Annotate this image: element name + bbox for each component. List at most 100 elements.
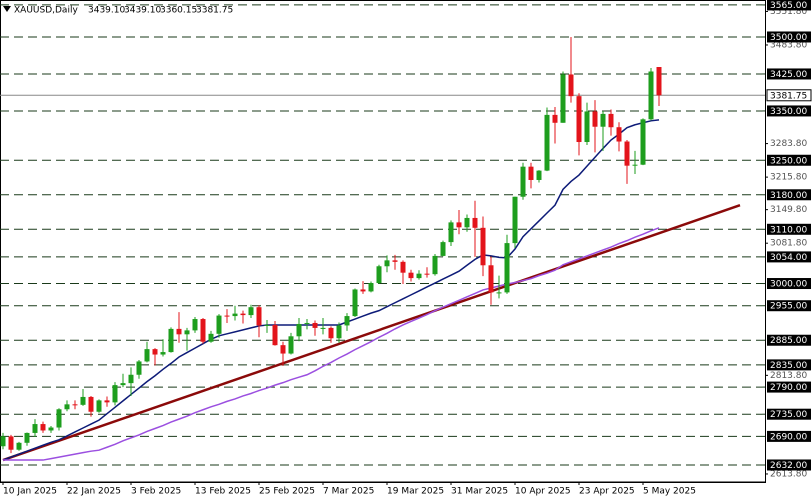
level-box — [767, 381, 811, 393]
y-tick-label: 3081.80 — [770, 239, 807, 249]
header-open: 3439.10 — [88, 6, 125, 16]
candle-body — [56, 409, 62, 428]
x-tick-label: 19 Mar 2025 — [387, 487, 444, 497]
header-symbol: XAUUSD,Daily — [14, 6, 78, 16]
candle-body — [632, 164, 638, 166]
moving-average — [3, 227, 660, 461]
candle-body — [504, 243, 510, 293]
x-tick-label: 10 Apr 2025 — [515, 487, 571, 497]
level-label: 3500.00 — [770, 33, 807, 43]
candle-body — [64, 404, 70, 410]
candle-body — [344, 316, 350, 326]
level-label: 3000.00 — [770, 280, 807, 290]
candle-body — [656, 67, 662, 96]
candle-body — [200, 319, 206, 342]
candle-body — [328, 327, 334, 339]
candle-body — [616, 127, 622, 142]
candle-body — [384, 260, 390, 267]
level-box — [767, 189, 811, 201]
level-box — [767, 105, 811, 117]
candle-body — [440, 242, 446, 256]
x-tick-label: 31 Mar 2025 — [451, 487, 508, 497]
candle-body — [520, 166, 526, 197]
candle-body — [336, 325, 342, 339]
current-price-box — [766, 89, 812, 102]
y-tick-label: 3283.80 — [770, 139, 807, 149]
level-box — [767, 154, 811, 166]
candle-body — [496, 292, 502, 294]
candle-body — [184, 330, 190, 335]
candle-body — [0, 436, 6, 447]
candle-body — [480, 227, 486, 266]
plot — [0, 4, 765, 466]
level-label: 3565.00 — [770, 1, 807, 11]
candle-body — [152, 349, 158, 355]
level-box — [767, 408, 811, 420]
level-label: 3054.00 — [770, 253, 807, 263]
candle-body — [392, 260, 398, 262]
x-tick-label: 5 May 2025 — [643, 487, 696, 497]
candle-body — [288, 336, 294, 354]
level-label: 3110.00 — [770, 225, 807, 235]
candle-body — [24, 432, 30, 443]
candle-body — [40, 424, 46, 431]
y-tick-label: 2813.80 — [770, 371, 807, 381]
candle-body — [216, 315, 222, 334]
x-tick-label: 10 Jan 2025 — [3, 487, 57, 497]
level-box — [767, 334, 811, 346]
level-label: 2735.00 — [770, 410, 807, 420]
level-box — [767, 459, 811, 471]
y-tick-label: 3149.80 — [770, 205, 807, 215]
candle-body — [536, 170, 542, 180]
candle-body — [272, 324, 278, 346]
candle-body — [136, 361, 142, 375]
candle-body — [376, 266, 382, 284]
candle-body — [584, 111, 590, 143]
y-tick-label: 2613.80 — [770, 469, 807, 479]
candle-body — [640, 119, 646, 165]
candle-body — [104, 400, 110, 403]
candle-body — [176, 328, 182, 335]
candle-body — [296, 323, 302, 337]
candle-body — [512, 196, 518, 244]
level-box — [767, 223, 811, 235]
candle-body — [472, 217, 478, 228]
candle-body — [544, 114, 550, 171]
candle-body — [248, 307, 254, 316]
candle-body — [600, 113, 606, 127]
level-box — [767, 31, 811, 43]
candle-body — [416, 273, 422, 279]
level-box — [767, 68, 811, 80]
candle-body — [112, 385, 118, 403]
level-label: 2790.00 — [770, 383, 807, 393]
candle-body — [448, 222, 454, 243]
candle-body — [624, 141, 630, 166]
current-price-label: 3381.75 — [770, 91, 807, 101]
candle-body — [648, 71, 654, 120]
level-label: 3425.00 — [770, 70, 807, 80]
candle-body — [120, 383, 126, 386]
candle-body — [592, 111, 598, 127]
candle-body — [560, 74, 566, 123]
candle-body — [432, 255, 438, 275]
candle-body — [312, 322, 318, 328]
candle-body — [232, 313, 238, 317]
candle-body — [464, 217, 470, 228]
x-tick-label: 7 Mar 2025 — [323, 487, 374, 497]
header-arrow — [3, 6, 11, 12]
level-label: 3180.00 — [770, 191, 807, 201]
x-tick-label: 13 Feb 2025 — [195, 487, 251, 497]
candle-body — [160, 352, 166, 355]
candle-body — [576, 96, 582, 143]
moving-average — [2, 119, 660, 461]
candle-body — [96, 400, 102, 412]
candle-body — [16, 442, 22, 450]
candle-body — [360, 289, 366, 292]
candle-body — [168, 328, 174, 353]
candle-body — [368, 283, 374, 292]
candle-body — [224, 315, 230, 317]
candle-body — [88, 396, 94, 412]
candle-body — [280, 345, 286, 354]
candle-body — [128, 374, 134, 384]
